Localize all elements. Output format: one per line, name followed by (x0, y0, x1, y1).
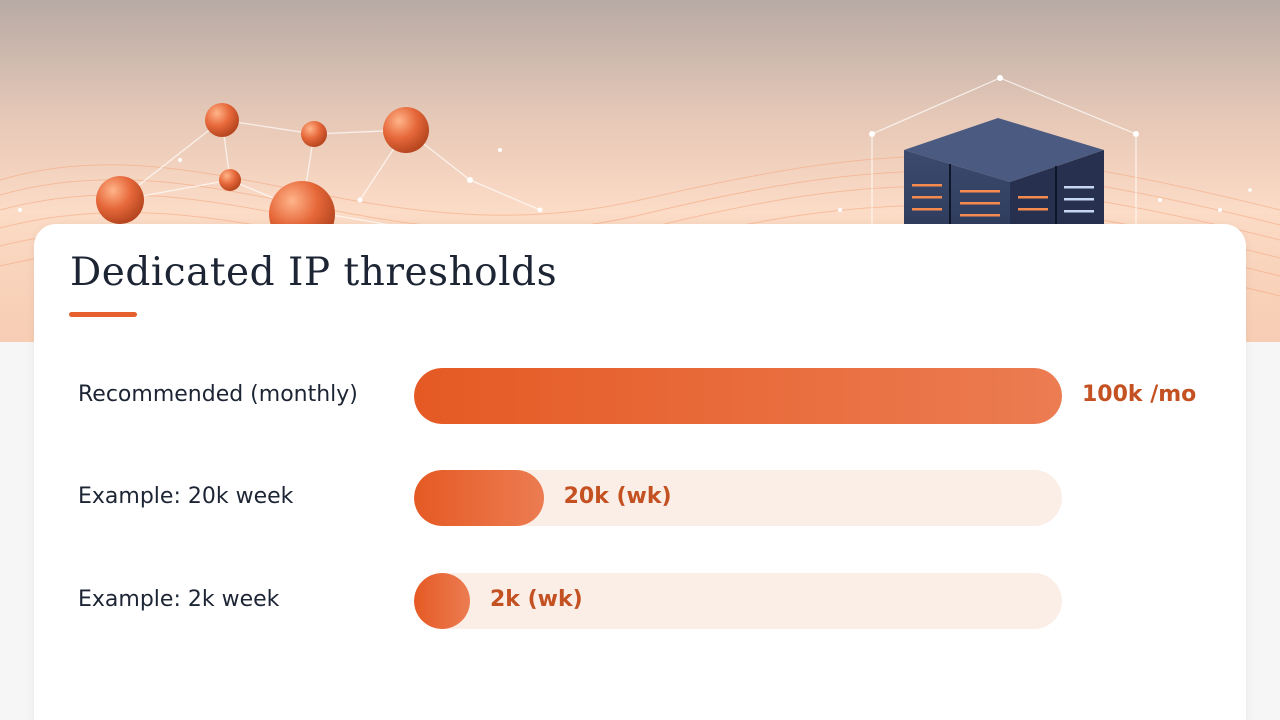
bar-row: Example: 20k week 20k (wk) (34, 470, 1246, 526)
bar-category-label: Example: 20k week (78, 484, 294, 509)
bar-category-label: Example: 2k week (78, 587, 280, 612)
bar-row: Recommended (monthly) 100k /mo (34, 368, 1246, 424)
bar-track (414, 470, 1062, 526)
bar-track (414, 573, 1062, 629)
bar-value-label: 2k (wk) (490, 587, 583, 612)
chart-card: Dedicated IP thresholds Recommended (mon… (34, 224, 1246, 720)
chart-title: Dedicated IP thresholds (70, 250, 558, 295)
bar-category-label: Recommended (monthly) (78, 382, 358, 407)
bar-row: Example: 2k week 2k (wk) (34, 573, 1246, 629)
bar-value-label: 100k /mo (1082, 382, 1197, 407)
bar-track (414, 368, 1062, 424)
bar-value-label: 20k (wk) (563, 484, 672, 509)
bar (414, 470, 544, 526)
bar (414, 573, 470, 629)
title-underline (69, 312, 137, 317)
bar (414, 368, 1062, 424)
